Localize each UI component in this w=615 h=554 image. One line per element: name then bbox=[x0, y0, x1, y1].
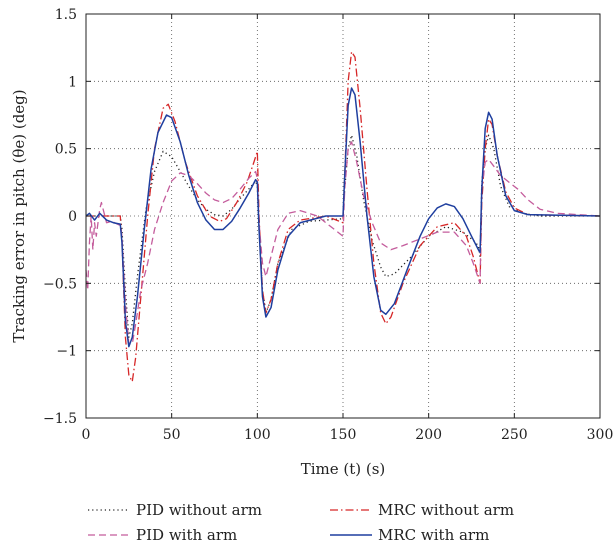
x-tick-label: 250 bbox=[501, 427, 528, 443]
y-tick-label: 0.5 bbox=[55, 142, 77, 158]
x-tick-label: 100 bbox=[244, 427, 271, 443]
ticks bbox=[85, 13, 601, 419]
y-tick-label: −1.5 bbox=[43, 411, 77, 427]
tick-labels: 0 50 100 150 200 250 300 1.5 1 0.5 0 −0.5 −1 −1.5 bbox=[43, 7, 613, 443]
y-tick-label: −0.5 bbox=[43, 276, 77, 292]
series-line-mrc-with-arm bbox=[85, 87, 601, 348]
x-tick-label: 300 bbox=[587, 427, 614, 443]
x-tick-label: 0 bbox=[82, 427, 91, 443]
legend-label: MRC with arm bbox=[378, 526, 489, 544]
y-tick-label: 1.5 bbox=[55, 7, 77, 23]
x-axis-label: Time (t) (s) bbox=[301, 460, 386, 478]
legend-label: MRC without arm bbox=[378, 501, 514, 519]
legend: PID without arm MRC without arm PID with a… bbox=[88, 501, 514, 544]
y-tick-label: −1 bbox=[56, 344, 77, 360]
x-tick-label: 200 bbox=[415, 427, 442, 443]
x-tick-label: 50 bbox=[163, 427, 181, 443]
series-lines bbox=[85, 51, 601, 383]
y-axis-label: Tracking error in pitch (θe) (deg) bbox=[10, 89, 28, 342]
legend-label: PID without arm bbox=[136, 501, 262, 519]
series-line-mrc-without-arm bbox=[86, 51, 601, 383]
legend-label: PID with arm bbox=[136, 526, 237, 544]
x-tick-label: 150 bbox=[330, 427, 357, 443]
y-tick-label: 0 bbox=[68, 209, 77, 225]
y-tick-label: 1 bbox=[68, 74, 77, 90]
